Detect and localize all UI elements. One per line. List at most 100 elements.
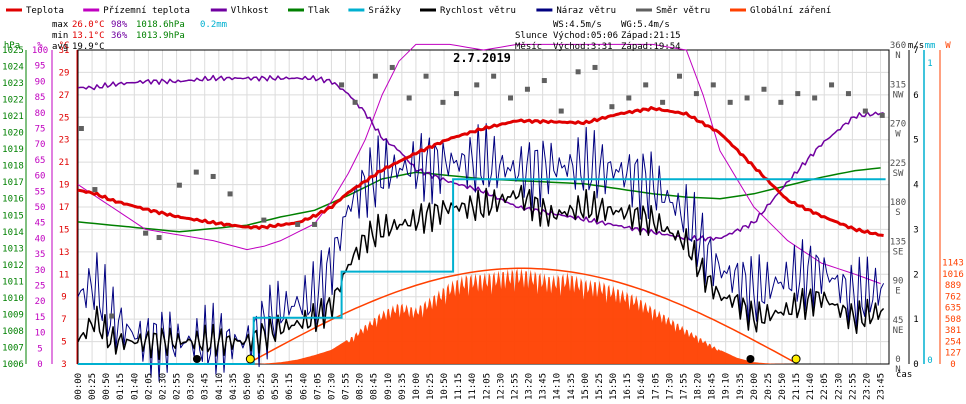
temperature-tick-label: 19: [59, 181, 70, 191]
wind-direction-point: [727, 99, 733, 105]
x-tick-label: 17:30: [665, 373, 675, 400]
humidity-tick-label: 20: [35, 297, 46, 307]
x-tick-label: 03:20: [187, 373, 197, 400]
radiation-tick-label: 127: [945, 349, 961, 359]
wind-direction-degree-label: 180: [890, 198, 906, 208]
x-tick-label: 01:40: [130, 373, 140, 400]
wind-direction-degree-label: 270: [890, 120, 906, 130]
temperature-axis-unit: °C: [59, 41, 70, 51]
temperature-tick-label: 17: [59, 203, 70, 213]
x-tick-label: 02:05: [144, 373, 154, 400]
radiation-tick-label: 0: [950, 360, 955, 370]
wind-direction-point: [227, 191, 233, 197]
x-tick-label: 16:40: [637, 373, 647, 400]
wind-direction-point: [795, 91, 801, 97]
legend-label: Teplota: [26, 6, 64, 16]
pressure-tick-label: 1014: [2, 228, 24, 238]
stat-wind-speed: WS:4.5m/s: [553, 20, 602, 30]
wind-direction-point: [109, 313, 115, 319]
wind-direction-degree-label: 90: [893, 277, 904, 287]
chart-title: 2.7.2019: [453, 51, 511, 65]
wind-direction-point: [156, 235, 162, 241]
x-tick-label: 07:30: [327, 373, 337, 400]
pressure-tick-label: 1020: [2, 129, 24, 139]
humidity-tick-label: 80: [35, 109, 46, 119]
temperature-tick-label: 31: [59, 46, 70, 56]
humidity-tick-label: 90: [35, 77, 46, 87]
x-tick-label: 06:40: [299, 373, 309, 400]
data-series: [77, 43, 886, 382]
x-tick-label: 00:50: [102, 373, 112, 400]
header: Teplota Přízemní teplota Vlhkost Tlak Srážky…: [6, 6, 831, 52]
x-tick-label: 22:55: [848, 373, 858, 400]
x-tick-label: 17:05: [651, 373, 661, 400]
x-tick-label: 23:45: [877, 373, 887, 400]
wind-direction-degree-label: 45: [893, 316, 904, 326]
humidity-tick-label: 75: [35, 125, 46, 135]
series-line-rain: [78, 178, 886, 365]
x-tick-label: 19:10: [722, 373, 732, 400]
pressure-tick-label: 1019: [2, 145, 24, 155]
wind-direction-point: [609, 104, 615, 110]
x-axis-label: čas: [896, 369, 912, 380]
wind-direction-compass-label: NE: [893, 326, 904, 336]
x-tick-label: 00:25: [88, 373, 98, 400]
wind-direction-compass-label: SE: [893, 247, 904, 257]
wind-direction-degree-label: 315: [890, 80, 906, 90]
wind-direction-point: [440, 99, 446, 105]
wind-direction-point: [143, 230, 149, 236]
stat-max-rain: 0.2mm: [200, 20, 227, 30]
x-tick-label: 08:20: [356, 373, 366, 400]
radiation-tick-label: 1143: [942, 259, 964, 269]
x-tick-label: 22:30: [834, 373, 844, 400]
wind-speed-axis-unit: m/s: [908, 41, 924, 51]
legend-label: Vlhkost: [231, 6, 269, 16]
x-tick-label: 06:15: [285, 373, 295, 400]
legend-label: Rychlost větru: [440, 6, 516, 16]
x-tick-label: 15:00: [581, 373, 591, 400]
sun-label: Slunce: [515, 31, 548, 41]
wind-direction-point: [693, 91, 699, 97]
rain-tick-label: 1: [927, 59, 932, 69]
legend-label: Srážky: [368, 6, 401, 16]
series-line-ground-temperature: [77, 43, 881, 285]
humidity-tick-label: 85: [35, 93, 46, 103]
x-tick-label: 18:20: [694, 373, 704, 400]
humidity-axis-unit: %: [37, 41, 43, 51]
moonrise-time: Východ:3:31: [553, 42, 613, 52]
radiation-tick-label: 635: [945, 304, 961, 314]
x-tick-label: 21:40: [806, 373, 816, 400]
wind-direction-point: [524, 86, 530, 92]
wind-direction-point: [193, 169, 199, 175]
wind-direction-compass-label: E: [895, 287, 900, 297]
pressure-tick-label: 1010: [2, 294, 24, 304]
humidity-tick-label: 95: [35, 62, 46, 72]
sunset-time: Západ:21:15: [621, 31, 681, 41]
wind-direction-point: [406, 95, 412, 101]
wind-direction-point: [389, 64, 395, 70]
x-tick-label: 07:55: [342, 373, 352, 400]
wind-direction-point: [626, 95, 632, 101]
x-tick-label: 04:35: [229, 373, 239, 400]
wind-direction-point: [879, 112, 885, 118]
wind-direction-compass-label: N: [895, 51, 900, 61]
radiation-tick-label: 889: [945, 281, 961, 291]
x-tick-label: 23:20: [862, 373, 872, 400]
stat-avg-temperature: 19.9°C: [72, 42, 105, 52]
humidity-tick-label: 50: [35, 203, 46, 213]
x-tick-label: 12:55: [510, 373, 520, 400]
wind-speed-tick-label: 3: [913, 225, 918, 235]
wind-speed-tick-label: 0: [913, 360, 918, 370]
x-tick-label: 05:25: [257, 373, 267, 400]
legend-label: Směr větru: [656, 6, 710, 16]
wind-direction-point: [176, 182, 182, 188]
humidity-tick-label: 10: [35, 329, 46, 339]
humidity-tick-label: 45: [35, 219, 46, 229]
x-tick-label: 11:40: [468, 373, 478, 400]
x-tick-label: 12:05: [482, 373, 492, 400]
humidity-tick-label: 35: [35, 250, 46, 260]
pressure-tick-label: 1025: [2, 46, 24, 56]
x-tick-label: 01:15: [116, 373, 126, 400]
moonset-time: Západ:19:54: [621, 42, 681, 52]
rain-axis-unit: mm: [925, 41, 936, 51]
